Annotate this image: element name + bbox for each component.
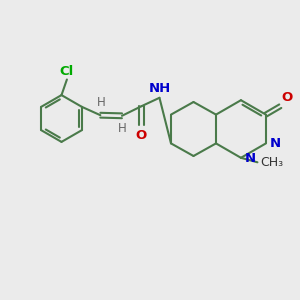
Text: CH₃: CH₃	[260, 156, 283, 170]
Text: N: N	[245, 152, 256, 165]
Text: H: H	[118, 122, 127, 135]
Text: NH: NH	[149, 82, 171, 95]
Text: O: O	[281, 91, 293, 104]
Text: O: O	[136, 129, 147, 142]
Text: Cl: Cl	[60, 65, 74, 78]
Text: N: N	[270, 137, 281, 150]
Text: H: H	[97, 96, 105, 109]
